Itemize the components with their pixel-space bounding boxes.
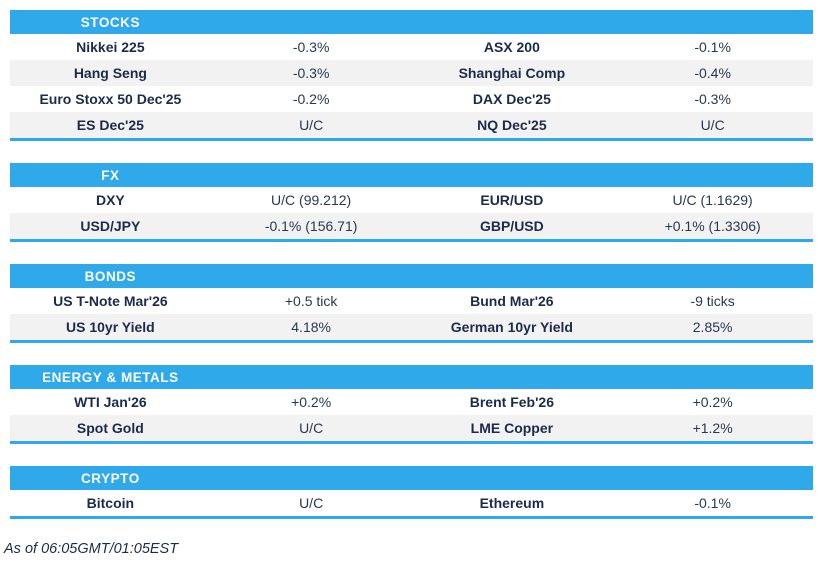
instrument-value: +0.2% [692, 394, 733, 410]
instrument-value: U/C [299, 420, 324, 436]
instrument-value: -0.1% [694, 39, 731, 55]
instrument-value: -0.1% [694, 495, 731, 511]
section-header-bar: STOCKS [10, 10, 813, 34]
section-bonds: BONDS US T-Note Mar'26 +0.5 tick Bund Mar'2… [10, 264, 813, 343]
section-header-bar: CRYPTO [10, 466, 813, 490]
instrument-value: -0.3% [694, 91, 731, 107]
instrument-name: US 10yr Yield [66, 319, 155, 335]
instrument-value: U/C (99.212) [271, 192, 352, 208]
section-title: FX [101, 167, 120, 183]
table-row: Nikkei 225 -0.3% ASX 200 -0.1% [10, 34, 813, 60]
instrument-name: WTI Jan'26 [74, 394, 147, 410]
instrument-value: +0.5 tick [284, 293, 338, 309]
instrument-value: -0.1% (156.71) [264, 218, 358, 234]
section-header-bar: FX [10, 163, 813, 187]
section-fx: FX DXY U/C (99.212) EUR/USD U/C (1.1629) USD/… [10, 163, 813, 242]
section-title: BONDS [84, 268, 137, 284]
instrument-name: ASX 200 [483, 39, 540, 55]
instrument-name: GBP/USD [479, 218, 544, 234]
instrument-name: Bitcoin [86, 495, 135, 511]
instrument-name: EUR/USD [480, 192, 544, 208]
table-row: DXY U/C (99.212) EUR/USD U/C (1.1629) [10, 187, 813, 213]
section-title: CRYPTO [81, 470, 140, 486]
instrument-name: German 10yr Yield [450, 319, 573, 335]
instrument-value: -9 ticks [690, 293, 735, 309]
table-row: ES Dec'25 U/C NQ Dec'25 U/C [10, 112, 813, 138]
instrument-name: Euro Stoxx 50 Dec'25 [39, 91, 182, 107]
instrument-name: Ethereum [479, 495, 545, 511]
market-sections: STOCKS Nikkei 225 -0.3% ASX 200 -0.1% Hang Se… [10, 10, 813, 519]
instrument-value: U/C [700, 117, 725, 133]
instrument-name: Spot Gold [76, 420, 144, 436]
instrument-value: 2.85% [692, 319, 733, 335]
instrument-name: US T-Note Mar'26 [53, 293, 168, 309]
instrument-value: +0.1% (1.3306) [664, 218, 761, 234]
instrument-name: Brent Feb'26 [469, 394, 554, 410]
instrument-name: LME Copper [470, 420, 554, 436]
instrument-value: -0.3% [292, 65, 330, 81]
table-row: Hang Seng -0.3% Shanghai Comp -0.4% [10, 60, 813, 86]
instrument-value: 4.18% [291, 319, 331, 335]
instrument-value: -0.3% [292, 39, 330, 55]
instrument-value: -0.2% [292, 91, 330, 107]
table-row: Bitcoin U/C Ethereum -0.1% [10, 490, 813, 516]
instrument-name: USD/JPY [80, 218, 141, 234]
instrument-value: +1.2% [692, 420, 733, 436]
section-header-bar: BONDS [10, 264, 813, 288]
table-row: US T-Note Mar'26 +0.5 tick Bund Mar'26 -9 t… [10, 288, 813, 314]
instrument-name: Hang Seng [73, 65, 147, 81]
instrument-name: DXY [95, 192, 125, 208]
table-row: WTI Jan'26 +0.2% Brent Feb'26 +0.2% [10, 389, 813, 415]
instrument-name: NQ Dec'25 [477, 117, 547, 133]
instrument-name: Bund Mar'26 [470, 293, 554, 309]
instrument-name: ES Dec'25 [76, 117, 144, 133]
instrument-value: +0.2% [291, 394, 332, 410]
section-stocks: STOCKS Nikkei 225 -0.3% ASX 200 -0.1% Hang Se… [10, 10, 813, 141]
section-title: ENERGY & METALS [42, 369, 179, 385]
table-row: US 10yr Yield 4.18% German 10yr Yield 2.85% [10, 314, 813, 340]
instrument-value: U/C [299, 495, 324, 511]
instrument-name: DAX Dec'25 [472, 91, 551, 107]
instrument-name: Nikkei 225 [76, 39, 145, 55]
section-crypto: CRYPTO Bitcoin U/C Ethereum -0.1% [10, 466, 813, 519]
table-row: Euro Stoxx 50 Dec'25 -0.2% DAX Dec'25 -0.3% [10, 86, 813, 112]
instrument-value: U/C (1.1629) [672, 192, 753, 208]
table-row: USD/JPY -0.1% (156.71) GBP/USD +0.1% (1.330… [10, 213, 813, 239]
instrument-name: Shanghai Comp [458, 65, 566, 81]
table-row: Spot Gold U/C LME Copper +1.2% [10, 415, 813, 441]
section-header-bar: ENERGY & METALS [10, 365, 813, 389]
instrument-value: U/C [299, 117, 324, 133]
as-of-timestamp: As of 06:05GMT/01:05EST [4, 541, 179, 557]
section-energy-metals: ENERGY & METALS WTI Jan'26 +0.2% Brent Feb'… [10, 365, 813, 444]
instrument-value: -0.4% [694, 65, 731, 81]
section-title: STOCKS [80, 14, 140, 30]
